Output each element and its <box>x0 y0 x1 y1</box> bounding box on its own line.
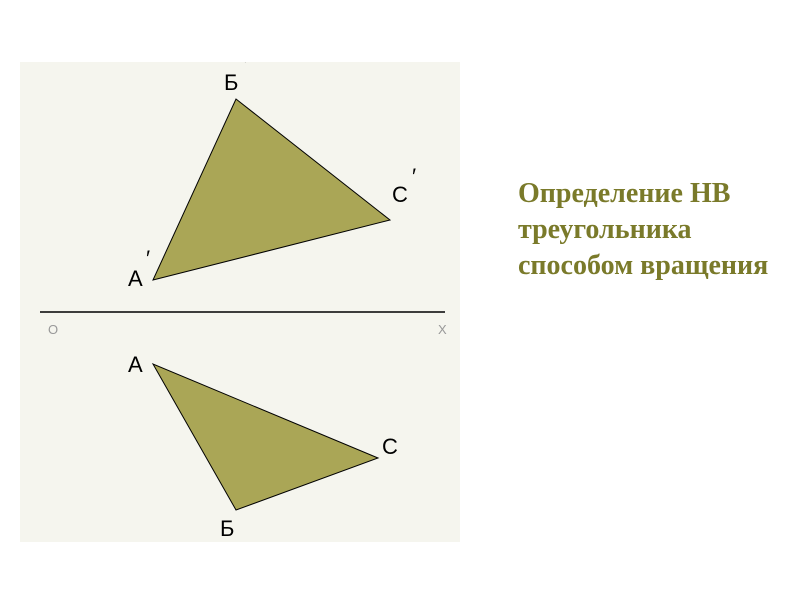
vertex-a: А <box>128 352 143 377</box>
vertex-c: С <box>382 434 398 459</box>
slide-title: Определение НВ треугольника способом вра… <box>518 176 778 283</box>
vertex-c-prime: С <box>392 182 408 207</box>
vertex-b-prime-mark: ′ <box>244 62 248 77</box>
diagram-panel: О Х А ′ Б ′ С ′ А Б С <box>20 62 460 542</box>
vertex-a-prime: А <box>128 266 143 291</box>
triangle-top <box>153 99 390 280</box>
axis-label-x: Х <box>438 322 447 337</box>
axis-label-o: О <box>48 322 58 337</box>
triangle-bottom <box>153 364 378 510</box>
geometry-svg: О Х А ′ Б ′ С ′ А Б С <box>20 62 460 542</box>
vertex-c-prime-mark: ′ <box>412 164 416 189</box>
vertex-a-prime-mark: ′ <box>146 246 150 271</box>
vertex-b-prime: Б <box>224 70 238 95</box>
vertex-b: Б <box>220 516 234 541</box>
